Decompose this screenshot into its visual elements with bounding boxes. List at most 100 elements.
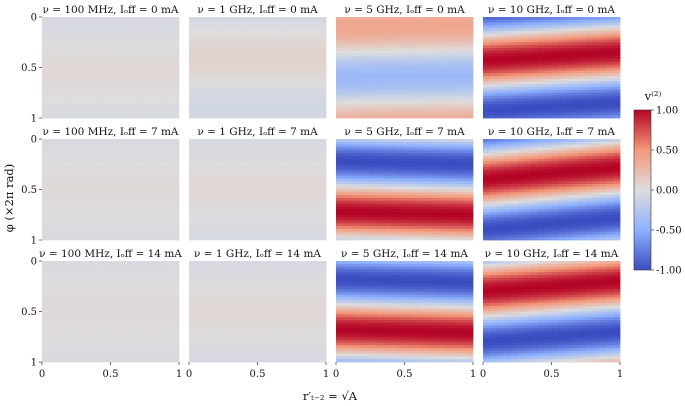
heatmap-cell bbox=[459, 42, 467, 46]
heatmap-cell bbox=[103, 206, 111, 210]
heatmap-cell bbox=[264, 36, 272, 40]
heatmap-cell bbox=[298, 150, 306, 154]
heatmap-cell bbox=[572, 103, 580, 108]
heatmap-cell bbox=[165, 141, 173, 146]
heatmap-cell bbox=[158, 217, 166, 221]
heatmap-cell bbox=[383, 109, 392, 113]
heatmap-cell bbox=[411, 189, 419, 193]
heatmap-cell bbox=[110, 234, 118, 238]
heatmap-cell bbox=[530, 95, 539, 99]
heatmap-cell bbox=[291, 209, 299, 213]
heatmap-cell bbox=[264, 150, 272, 154]
heatmap-cell bbox=[445, 144, 453, 148]
heatmap-cell bbox=[551, 33, 559, 38]
heatmap-cell bbox=[257, 53, 265, 57]
heatmap-cell bbox=[483, 81, 491, 85]
heatmap-cell bbox=[165, 161, 173, 165]
heatmap-cell bbox=[42, 214, 50, 218]
heatmap-cell bbox=[195, 206, 204, 210]
heatmap-cell bbox=[69, 92, 77, 96]
heatmap-cell bbox=[202, 73, 210, 77]
heatmap-cell bbox=[418, 56, 426, 60]
heatmap-cell bbox=[370, 45, 378, 49]
heatmap-cell bbox=[216, 167, 224, 171]
heatmap-cell bbox=[363, 73, 371, 77]
heatmap-cell bbox=[243, 39, 252, 43]
heatmap-cell bbox=[278, 211, 286, 216]
heatmap-cell bbox=[489, 92, 498, 96]
heatmap-cell bbox=[62, 64, 70, 68]
heatmap-cell bbox=[599, 50, 607, 54]
heatmap-cell bbox=[551, 61, 559, 66]
heatmap-cell bbox=[524, 81, 532, 85]
heatmap-cell bbox=[383, 36, 392, 40]
heatmap-cell bbox=[195, 220, 204, 224]
heatmap-cell bbox=[383, 64, 392, 68]
heatmap-cell bbox=[264, 158, 272, 162]
heatmap-cell bbox=[291, 186, 299, 190]
heatmap-cell bbox=[291, 147, 299, 151]
heatmap-cell bbox=[411, 161, 419, 165]
heatmap-cell bbox=[117, 197, 125, 202]
heatmap-cell bbox=[425, 181, 433, 185]
heatmap-cell bbox=[96, 172, 105, 176]
heatmap-cell bbox=[530, 31, 539, 35]
heatmap-cell bbox=[390, 234, 399, 238]
heatmap-cell bbox=[336, 67, 344, 71]
heatmap-cell bbox=[103, 70, 111, 74]
heatmap-cell bbox=[305, 181, 313, 185]
heatmap-cell bbox=[356, 178, 364, 182]
heatmap-cell bbox=[110, 61, 118, 66]
heatmap-cell bbox=[411, 206, 419, 210]
heatmap-cell bbox=[144, 147, 152, 151]
heatmap-cell bbox=[305, 92, 313, 96]
heatmap-cell bbox=[89, 67, 98, 71]
heatmap-cell bbox=[202, 81, 210, 85]
heatmap-cell bbox=[383, 19, 392, 24]
heatmap-cell bbox=[230, 139, 238, 143]
heatmap-cell bbox=[271, 181, 279, 185]
heatmap-cell bbox=[250, 144, 258, 148]
heatmap-cell bbox=[158, 22, 166, 26]
heatmap-cell bbox=[76, 141, 84, 146]
heatmap-cell bbox=[370, 200, 378, 204]
heatmap-cell bbox=[69, 36, 77, 40]
heatmap-cell bbox=[83, 42, 91, 46]
heatmap-cell bbox=[363, 200, 371, 204]
heatmap-cell bbox=[356, 47, 364, 52]
heatmap-cell bbox=[524, 42, 532, 46]
heatmap-cell bbox=[230, 220, 238, 224]
heatmap-cell bbox=[336, 25, 344, 29]
heatmap-cell bbox=[223, 61, 231, 66]
heatmap-cell bbox=[257, 200, 265, 204]
heatmap-cell bbox=[585, 103, 593, 108]
heatmap-cell bbox=[151, 144, 159, 148]
heatmap-cell bbox=[390, 45, 399, 49]
heatmap-cell bbox=[76, 172, 84, 176]
heatmap-cell bbox=[565, 39, 573, 43]
heatmap-cell bbox=[370, 36, 378, 40]
heatmap-cell bbox=[189, 81, 197, 85]
heatmap-cell bbox=[131, 103, 139, 108]
heatmap-cell bbox=[425, 164, 433, 168]
heatmap-cell bbox=[42, 81, 50, 85]
heatmap-cell bbox=[284, 214, 293, 218]
heatmap-cell bbox=[517, 19, 525, 24]
heatmap-cell bbox=[158, 197, 166, 202]
heatmap-cell bbox=[496, 53, 504, 57]
heatmap-cell bbox=[452, 214, 460, 218]
heatmap-cell bbox=[151, 98, 159, 102]
heatmap-cell bbox=[89, 181, 98, 185]
heatmap-cell bbox=[425, 56, 433, 60]
heatmap-cell bbox=[558, 78, 566, 82]
heatmap-cell bbox=[243, 19, 252, 24]
heatmap-cell bbox=[438, 64, 446, 68]
heatmap-cell bbox=[202, 95, 210, 99]
heatmap-cell bbox=[558, 70, 566, 74]
heatmap-cell bbox=[96, 183, 105, 188]
heatmap-cell bbox=[466, 36, 474, 40]
heatmap-cell bbox=[544, 19, 552, 24]
heatmap-cell bbox=[537, 31, 546, 35]
heatmap-cell bbox=[284, 158, 293, 162]
